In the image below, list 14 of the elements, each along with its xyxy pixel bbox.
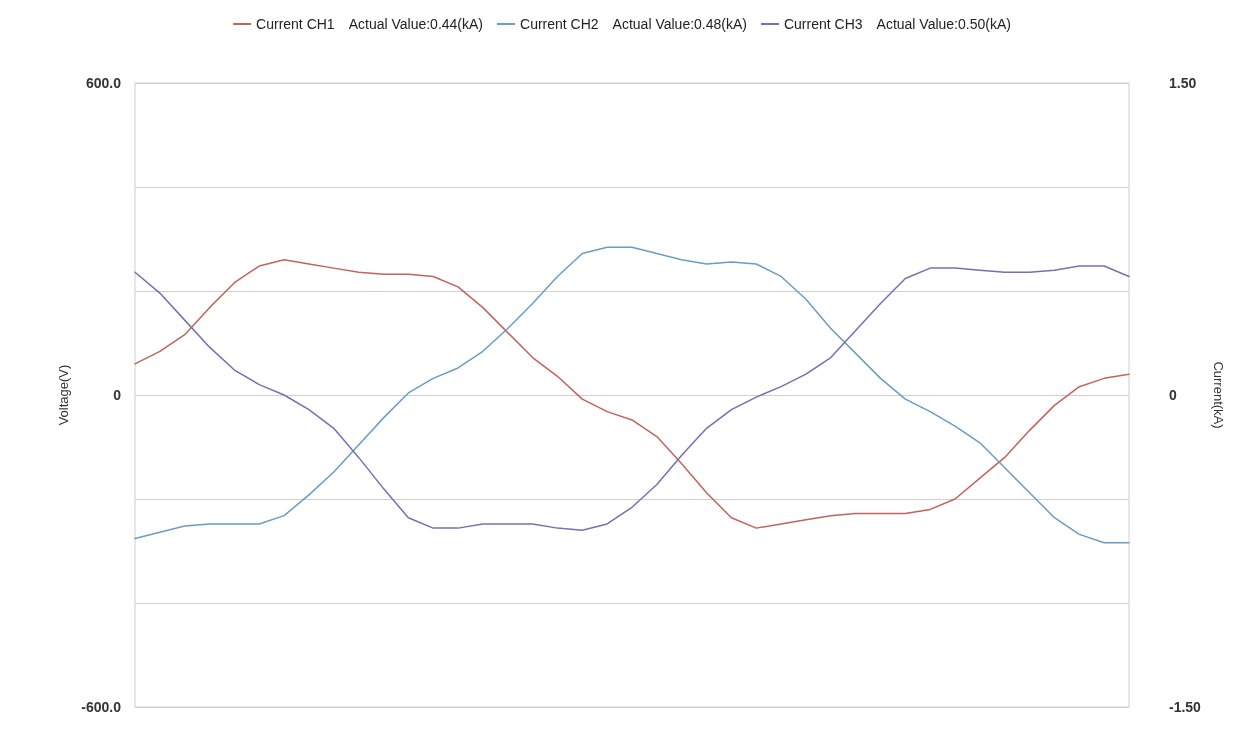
legend-label: Current CH2 [520,16,599,32]
y2-tick-label: -1.50 [1169,699,1202,715]
y2-tick-label: 1.50 [1169,75,1197,91]
y2-axis-title: Current(kA) [1210,361,1226,429]
y-tick-label: 0 [113,387,122,403]
text: Actual Value:0.48(kA) [612,16,747,32]
legend-label: Current CH1 [256,16,335,32]
y2-tick-label: 0 [1169,387,1177,403]
text: Actual Value:0.50(kA) [876,16,1011,32]
y-tick-label: -600.0 [81,699,122,715]
text: Actual Value:0.44(kA) [348,16,484,32]
y-tick-label: 600.0 [85,75,122,91]
y-axis-title: Voltage(V) [56,364,72,426]
legend-label: Current CH3 [783,16,863,32]
